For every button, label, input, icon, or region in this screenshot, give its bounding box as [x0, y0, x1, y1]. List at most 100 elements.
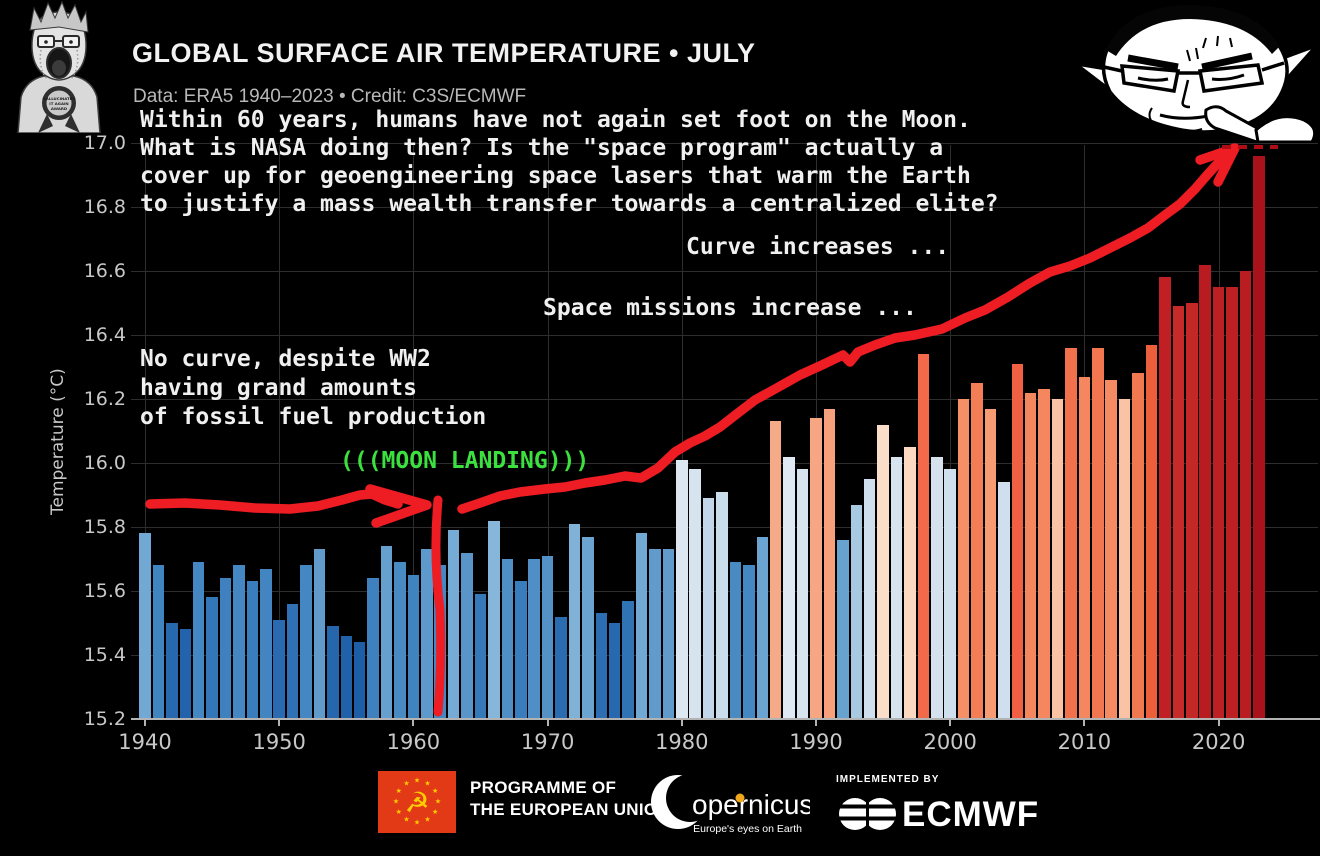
bar-1970 [541, 555, 554, 719]
svg-text:★: ★ [403, 816, 409, 824]
bar-1960 [407, 575, 420, 719]
nose [1181, 79, 1191, 109]
svg-text:★: ★ [424, 779, 430, 787]
ecmwf-logo: IMPLEMENTED BY ECMWF [834, 774, 1038, 834]
earth-dot-icon [735, 793, 745, 803]
x-tick-label: 1960 [386, 730, 441, 754]
gridline-h [131, 271, 1318, 272]
annotation-moon-landing: (((MOON LANDING))) [340, 448, 590, 474]
gridline-v [279, 145, 281, 719]
svg-text:★: ★ [432, 787, 438, 795]
y-tick-label: 17.0 [83, 132, 126, 154]
annotation-no-curve: No curve, despite WW2 having grand amoun… [140, 346, 487, 430]
bar-1997 [904, 447, 916, 719]
copernicus-logo: opernicus Europe's eyes on Earth [651, 774, 810, 835]
bar-1989 [796, 469, 809, 719]
bar-1965 [474, 594, 487, 719]
gridline-h [131, 335, 1318, 336]
bar-2008 [1051, 399, 1064, 719]
bar-1963 [447, 530, 460, 719]
x-tick-mark [1083, 719, 1086, 726]
bar-2011 [1092, 347, 1104, 719]
svg-text:IT AGAIN: IT AGAIN [49, 101, 68, 106]
bar-2013 [1118, 399, 1131, 719]
x-tick-mark [949, 719, 952, 726]
y-tick-label: 15.2 [83, 708, 126, 730]
x-tick-label: 1940 [118, 730, 172, 754]
gridline-v [145, 145, 146, 719]
glasses-icon [37, 35, 80, 48]
y-tick-label: 15.6 [83, 580, 126, 602]
bar-2000 [944, 469, 956, 719]
x-tick-mark [412, 719, 415, 726]
flat-trend-line [145, 489, 403, 514]
page-subtitle: Data: ERA5 1940–2023 • Credit: C3S/ECMWF [133, 86, 527, 107]
bar-2001 [957, 399, 970, 719]
svg-text:★: ★ [414, 777, 420, 785]
bar-1941 [152, 565, 165, 719]
bar-2002 [971, 383, 983, 719]
bar-2005 [1011, 363, 1024, 719]
svg-text:★: ★ [393, 798, 399, 806]
copernicus-wordmark: opernicus [692, 789, 810, 820]
bar-1987 [769, 421, 782, 719]
x-tick-label: 1990 [789, 730, 843, 754]
bar-2020 [1212, 287, 1225, 719]
y-tick-label: 15.4 [83, 644, 126, 666]
bar-1956 [353, 642, 366, 719]
x-tick-label: 1970 [520, 730, 575, 754]
bar-2016 [1159, 277, 1171, 719]
bar-1983 [716, 491, 728, 719]
x-tick-label: 2020 [1191, 730, 1246, 754]
bar-1981 [689, 469, 701, 719]
bar-2015 [1145, 344, 1158, 719]
bar-1946 [219, 578, 232, 719]
bar-1950 [273, 619, 285, 719]
x-tick-mark [278, 719, 281, 726]
gridline-v [413, 145, 415, 719]
bar-1940 [139, 533, 151, 719]
bar-1955 [340, 635, 353, 719]
bar-1999 [931, 456, 943, 719]
arrow-head-left [365, 484, 432, 528]
y-tick-label: 16.6 [83, 260, 126, 282]
bar-1985 [743, 565, 755, 719]
bar-1969 [528, 559, 540, 719]
bar-1949 [260, 568, 272, 719]
eu-communist-flag: ★ ★★ ★★★ ★★★ ★★★ ☭ [378, 771, 456, 833]
bar-1992 [837, 539, 849, 719]
bar-1968 [515, 581, 527, 719]
svg-text:★: ★ [414, 819, 420, 827]
x-tick-mark [546, 719, 549, 726]
bar-1976 [622, 600, 634, 719]
arrow-head-right [1195, 143, 1240, 187]
bar-1982 [702, 498, 715, 719]
svg-text:★: ★ [396, 808, 402, 816]
x-tick-mark [144, 719, 146, 726]
bar-1953 [313, 549, 326, 719]
bar-1978 [649, 549, 661, 719]
x-tick-label: 2010 [1057, 730, 1112, 754]
bar-1994 [863, 479, 876, 719]
svg-text:★: ★ [424, 816, 430, 824]
bar-1964 [461, 552, 473, 719]
bar-2004 [998, 482, 1010, 719]
svg-text:★: ★ [396, 787, 402, 795]
hand [1254, 115, 1317, 142]
bar-1996 [890, 456, 903, 719]
bar-2023 [1253, 155, 1265, 719]
ecmwf-glyph-icon [834, 798, 898, 830]
hair [1106, 5, 1280, 56]
star-circle: ★ ★★ ★★★ ★★★ ★★★ [393, 777, 441, 827]
bar-1945 [206, 597, 218, 719]
bar-1948 [246, 581, 259, 719]
hair-spikes [29, 0, 89, 33]
bar-1991 [823, 408, 836, 719]
bar-1947 [233, 565, 245, 719]
bar-2017 [1172, 306, 1185, 719]
eu-programme-label: PROGRAMME OF THE EUROPEAN UNION [470, 778, 670, 819]
bar-1977 [635, 533, 648, 719]
bar-1975 [608, 623, 621, 719]
bar-1974 [595, 613, 608, 719]
